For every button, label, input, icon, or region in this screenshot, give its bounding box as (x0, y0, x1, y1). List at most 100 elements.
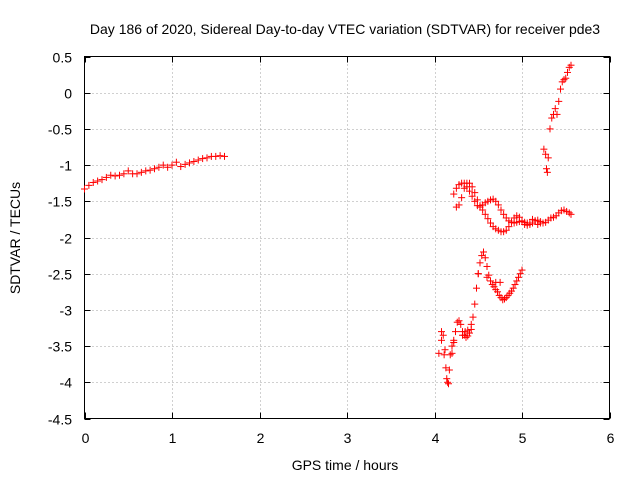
data-point (199, 155, 207, 163)
y-tick-label: -3.5 (48, 339, 72, 355)
chart-title: Day 186 of 2020, Sidereal Day-to-day VTE… (90, 21, 600, 37)
y-axis-title: SDTVAR / TECUs (7, 182, 23, 294)
data-point (466, 187, 473, 195)
data-point (212, 152, 220, 160)
data-point (531, 217, 539, 225)
data-point (508, 218, 515, 226)
data-point (548, 114, 556, 122)
data-point (450, 338, 458, 346)
series-arc-5 (435, 270, 504, 359)
data-point (441, 346, 449, 354)
data-point (557, 85, 564, 93)
data-point (438, 328, 445, 336)
data-point (546, 125, 554, 133)
series-arc-1 (81, 152, 228, 193)
data-point (500, 210, 508, 218)
data-point (497, 206, 505, 214)
data-point (216, 152, 224, 160)
data-point (484, 215, 492, 223)
data-point (443, 375, 451, 383)
x-tick-labels: 0 1 2 3 4 5 6 (82, 430, 615, 446)
series-arc-4 (438, 248, 526, 388)
data-point (516, 270, 524, 278)
data-point (146, 166, 154, 174)
data-point (116, 171, 123, 179)
data-point (473, 196, 481, 204)
data-point (457, 320, 465, 328)
axis-ticks (84, 56, 611, 420)
data-point (471, 189, 479, 197)
data-point (501, 295, 508, 303)
series-arc-6 (540, 61, 575, 176)
data-point (555, 97, 563, 105)
data-point (164, 163, 172, 171)
data-point (481, 210, 489, 218)
data-point (553, 110, 561, 118)
data-point (190, 157, 198, 165)
data-point (560, 76, 568, 84)
data-point (85, 181, 93, 189)
data-point (544, 154, 552, 162)
data-point (194, 156, 202, 164)
y-tick-label: -4 (60, 375, 73, 391)
data-point (483, 273, 491, 281)
data-point (564, 68, 571, 76)
x-axis-title: GPS time / hours (292, 457, 399, 473)
series-arc-3 (452, 179, 544, 236)
data-point (562, 74, 570, 82)
data-point (490, 283, 498, 291)
data-point (515, 273, 522, 281)
data-point (124, 167, 132, 175)
data-point (155, 163, 163, 171)
data-point (448, 349, 456, 357)
data-point (466, 329, 473, 337)
plot-frame (84, 56, 610, 419)
data-point (450, 190, 458, 198)
data-point (177, 163, 185, 171)
data-point (511, 281, 519, 289)
data-point (496, 278, 504, 286)
data-point (492, 197, 500, 205)
data-point (515, 213, 523, 221)
data-point (111, 172, 119, 180)
data-point (458, 194, 466, 202)
data-point (494, 288, 501, 296)
data-point (476, 259, 484, 267)
y-tick-label: 0 (64, 86, 72, 102)
y-tick-labels: 0.5 0 -0.5 -1 -1.5 -2 -2.5 -3 -3.5 -4 -4.5 (48, 50, 72, 428)
data-point (221, 152, 228, 160)
data-point (203, 154, 211, 162)
y-tick-label: -4.5 (48, 412, 72, 428)
data-point (445, 380, 452, 388)
data-point (567, 210, 575, 218)
data-point (438, 336, 445, 344)
data-point (98, 176, 106, 184)
x-tick-label: 1 (169, 430, 177, 446)
data-point (565, 209, 573, 217)
data-point (518, 266, 526, 274)
data-point (502, 226, 510, 234)
y-tick-label: -0.5 (48, 122, 72, 138)
data-point (480, 248, 487, 256)
data-point (107, 171, 115, 179)
data-point (452, 328, 459, 336)
data-point (487, 277, 494, 285)
y-tick-label: -3 (60, 303, 73, 319)
y-tick-label: -1.5 (48, 194, 72, 210)
data-point (181, 160, 189, 168)
data-point (543, 168, 551, 176)
data-point (542, 150, 550, 158)
y-tick-label: -2.5 (48, 267, 72, 283)
data-point (455, 317, 463, 325)
data-point (476, 202, 484, 210)
data-point (460, 184, 468, 192)
data-point (89, 178, 97, 186)
data-point (448, 342, 456, 350)
data-point (481, 254, 489, 262)
data-point (494, 201, 502, 209)
data-points (81, 61, 575, 388)
x-tick-label: 4 (432, 430, 440, 446)
data-point (483, 262, 491, 270)
data-point (168, 161, 176, 169)
y-tick-label: -1 (60, 158, 73, 174)
